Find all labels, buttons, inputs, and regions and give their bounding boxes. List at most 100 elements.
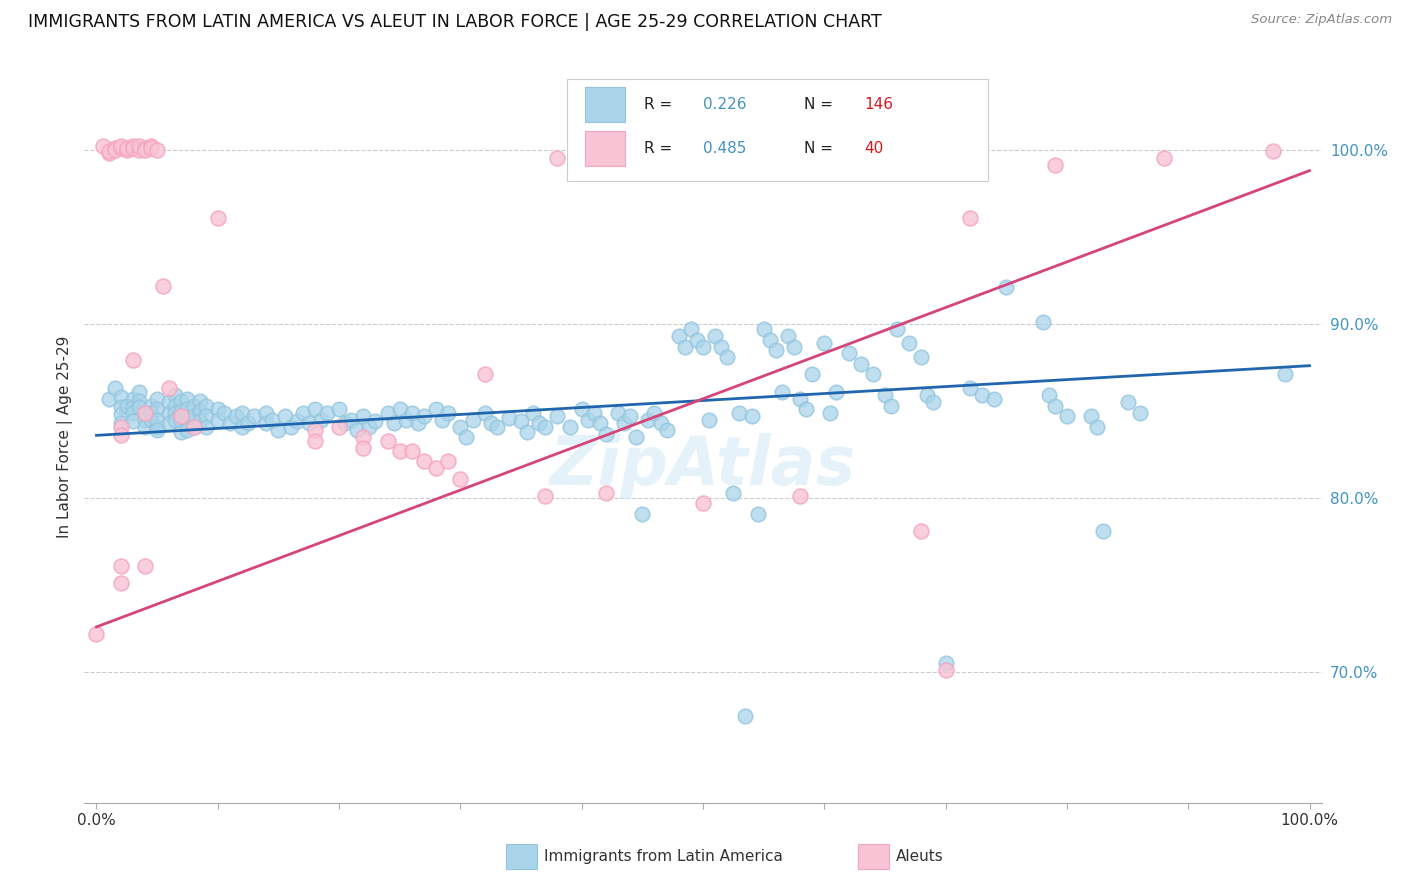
Point bbox=[1261, 145, 1284, 159]
Point bbox=[576, 412, 599, 426]
Point bbox=[789, 392, 811, 406]
Point bbox=[134, 406, 156, 420]
Point bbox=[340, 412, 363, 426]
Point bbox=[849, 357, 872, 371]
Point bbox=[139, 141, 162, 155]
Point bbox=[825, 384, 848, 399]
Point bbox=[668, 329, 690, 343]
Point bbox=[128, 393, 150, 408]
Point bbox=[134, 419, 156, 434]
Point bbox=[110, 141, 132, 155]
Point bbox=[170, 409, 193, 424]
Point bbox=[146, 402, 169, 417]
Point bbox=[728, 406, 751, 420]
Point bbox=[873, 388, 896, 402]
Point bbox=[122, 401, 145, 415]
Point bbox=[139, 139, 162, 153]
Point bbox=[910, 350, 932, 364]
Point bbox=[231, 419, 253, 434]
Point bbox=[1092, 524, 1115, 538]
Point bbox=[631, 507, 654, 521]
Point bbox=[395, 412, 418, 426]
Point bbox=[128, 384, 150, 399]
Point bbox=[225, 409, 247, 424]
Point bbox=[86, 627, 108, 641]
Point bbox=[413, 409, 436, 424]
Point bbox=[97, 146, 120, 161]
Point bbox=[613, 416, 636, 430]
Point bbox=[188, 393, 211, 408]
Point bbox=[607, 406, 630, 420]
Point bbox=[134, 412, 156, 426]
Point bbox=[207, 412, 229, 426]
Point bbox=[959, 381, 981, 395]
Point bbox=[304, 434, 326, 448]
Point bbox=[1043, 158, 1066, 172]
Point bbox=[413, 454, 436, 468]
Point bbox=[461, 412, 484, 426]
Text: R =: R = bbox=[644, 141, 676, 156]
Text: 0.485: 0.485 bbox=[703, 141, 747, 156]
Point bbox=[437, 406, 460, 420]
Point bbox=[571, 402, 593, 417]
Point bbox=[146, 423, 169, 437]
Point bbox=[134, 408, 156, 422]
Point bbox=[328, 402, 350, 417]
Point bbox=[529, 416, 551, 430]
Text: 146: 146 bbox=[863, 97, 893, 112]
Point bbox=[546, 409, 568, 424]
Point bbox=[522, 406, 544, 420]
Point bbox=[122, 414, 145, 428]
Point bbox=[122, 139, 145, 153]
Text: IMMIGRANTS FROM LATIN AMERICA VS ALEUT IN LABOR FORCE | AGE 25-29 CORRELATION CH: IMMIGRANTS FROM LATIN AMERICA VS ALEUT I… bbox=[28, 13, 882, 31]
Point bbox=[188, 414, 211, 428]
Point bbox=[352, 441, 374, 455]
Point bbox=[207, 402, 229, 417]
FancyBboxPatch shape bbox=[567, 78, 987, 181]
Point bbox=[157, 381, 180, 395]
Point bbox=[267, 423, 290, 437]
Point bbox=[655, 423, 678, 437]
Point bbox=[157, 395, 180, 409]
Point bbox=[794, 402, 817, 417]
Point bbox=[898, 336, 921, 351]
Point bbox=[1116, 395, 1139, 409]
Point bbox=[820, 406, 842, 420]
Point bbox=[479, 416, 502, 430]
Point bbox=[910, 524, 932, 538]
Text: Aleuts: Aleuts bbox=[896, 849, 943, 863]
Point bbox=[139, 412, 162, 426]
Point bbox=[770, 384, 793, 399]
Point bbox=[432, 412, 454, 426]
Point bbox=[165, 399, 187, 413]
Bar bbox=[585, 131, 626, 166]
Point bbox=[1032, 315, 1054, 329]
Point bbox=[437, 454, 460, 468]
Point bbox=[880, 399, 903, 413]
Point bbox=[595, 426, 617, 441]
Point bbox=[377, 434, 399, 448]
Point bbox=[862, 368, 884, 382]
Point bbox=[589, 416, 612, 430]
Point bbox=[212, 406, 235, 420]
Point bbox=[789, 489, 811, 503]
Point bbox=[183, 409, 205, 424]
Point bbox=[1274, 368, 1296, 382]
Point bbox=[776, 329, 799, 343]
Text: 40: 40 bbox=[863, 141, 883, 156]
Point bbox=[510, 414, 533, 428]
Point bbox=[254, 416, 277, 430]
Point bbox=[534, 489, 557, 503]
Point bbox=[309, 412, 332, 426]
Point bbox=[558, 419, 581, 434]
Point bbox=[115, 141, 138, 155]
Point bbox=[183, 419, 205, 434]
Point bbox=[207, 211, 229, 225]
Point bbox=[304, 402, 326, 417]
Point bbox=[935, 657, 957, 671]
Point bbox=[637, 412, 659, 426]
Point bbox=[546, 152, 568, 166]
Bar bbox=[585, 87, 626, 122]
Point bbox=[291, 406, 314, 420]
Point bbox=[1129, 406, 1152, 420]
